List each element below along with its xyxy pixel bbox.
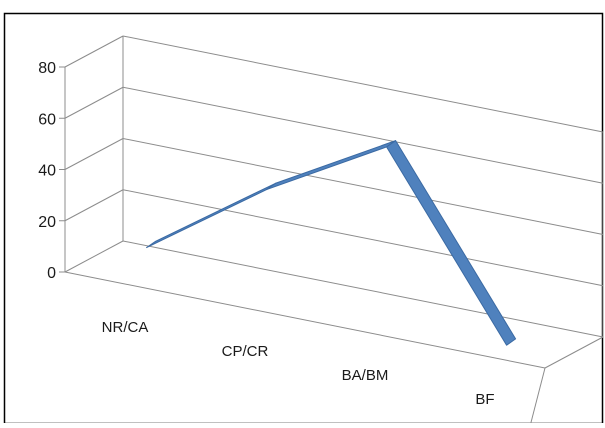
y-tick-label: 20 (38, 214, 56, 231)
y-tick-label: 40 (38, 163, 56, 180)
y-tick-label: 0 (47, 265, 56, 282)
x-tick-label: NR/CA (102, 319, 149, 336)
y-tick-label: 60 (38, 111, 56, 128)
x-tick-label: BF (475, 391, 494, 408)
x-tick-label: BA/BM (342, 367, 389, 384)
y-tick-label: 80 (38, 60, 56, 77)
x-tick-label: CP/CR (222, 343, 269, 360)
